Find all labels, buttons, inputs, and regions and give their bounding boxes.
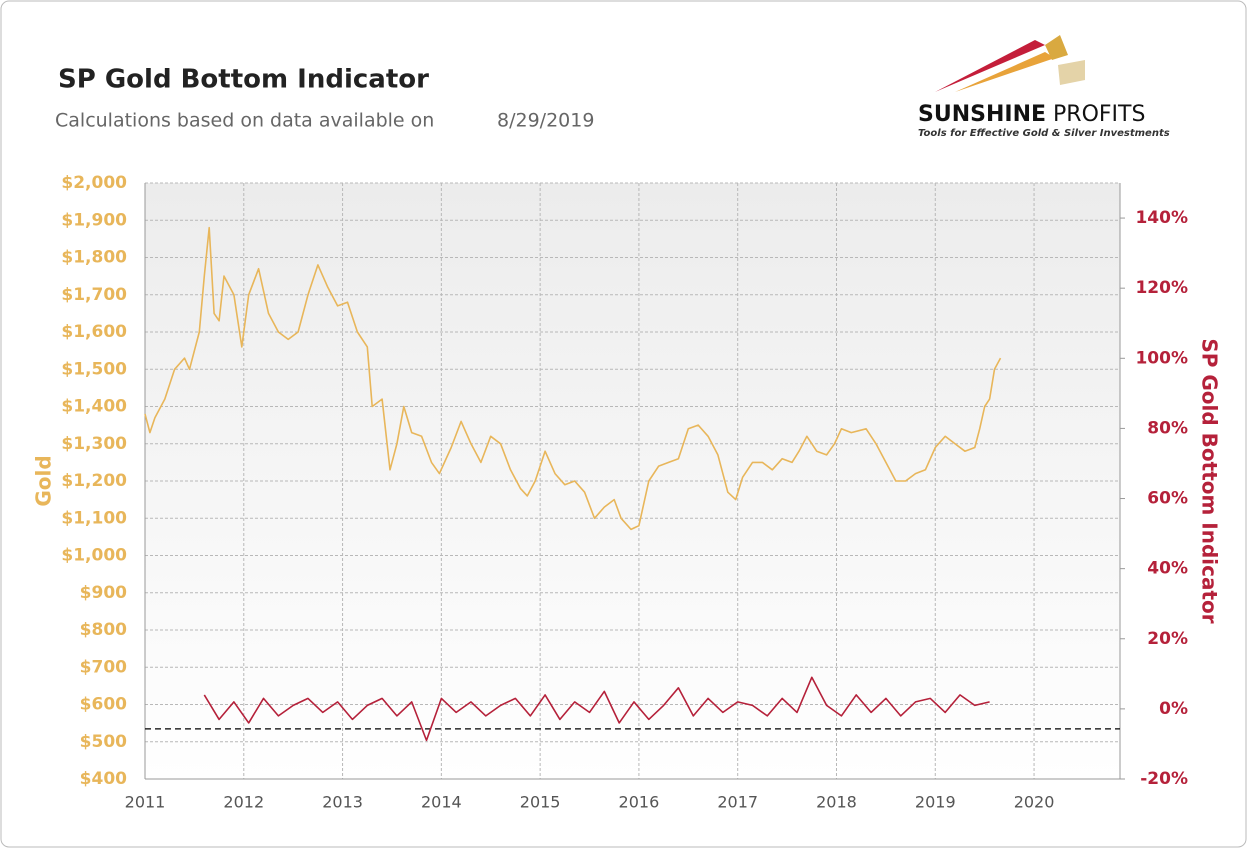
y2-tick-label: -20% [1140,769,1188,789]
y-tick-label: $1,300 [61,434,127,454]
y-axis-title: Gold [32,455,56,506]
logo-text: SUNSHINE PROFITS [918,102,1145,127]
date: 8/29/2019 [497,110,594,132]
y-tick-label: $700 [80,657,127,677]
logo: SUNSHINE PROFITS Tools for Effective Gol… [918,35,1170,139]
y2-tick-label: 120% [1135,278,1188,298]
y2-axis-title: SP Gold Bottom Indicator [1198,338,1222,623]
y-tick-label: $1,100 [61,508,127,528]
y-tick-label: $1,900 [61,210,127,230]
logo-light: PROFITS [1053,102,1145,127]
subtitle: Calculations based on data available on [55,110,434,132]
y-tick-label: $1,700 [61,285,127,305]
x-tick-label: 2013 [322,793,363,812]
y-tick-label: $1,800 [61,248,127,268]
y-tick-label: $1,500 [61,359,127,379]
y2-tick-label: 80% [1147,418,1188,438]
x-tick-label: 2019 [915,793,956,812]
y-tick-label: $1,400 [61,397,127,417]
x-tick-label: 2016 [619,793,660,812]
y2-tick-label: 20% [1147,629,1188,649]
y-tick-label: $1,200 [61,471,127,491]
x-tick-label: 2020 [1014,793,1055,812]
y-tick-label: $600 [80,695,127,715]
y2-tick-label: 100% [1135,348,1188,368]
x-tick-label: 2015 [520,793,561,812]
y-tick-label: $400 [80,769,127,789]
series-line [144,226,1002,531]
y-tick-label: $800 [80,620,127,640]
series-line [203,676,990,742]
y2-tick-label: 0% [1159,699,1188,719]
logo-bold: SUNSHINE [918,102,1046,127]
x-tick-label: 2018 [816,793,857,812]
y-tick-label: $900 [80,583,127,603]
x-tick-label: 2011 [125,793,166,812]
y2-tick-label: 40% [1147,559,1188,579]
y2-tick-label: 60% [1147,489,1188,509]
x-tick-label: 2012 [223,793,264,812]
logo-tagline: Tools for Effective Gold & Silver Invest… [918,128,1170,139]
x-tick-label: 2017 [717,793,758,812]
y-tick-label: $1,600 [61,322,127,342]
y2-tick-label: 140% [1135,208,1188,228]
chart-title: SP Gold Bottom Indicator [58,65,429,95]
x-tick-label: 2014 [421,793,462,812]
y-tick-label: $2,000 [61,173,127,193]
y-tick-label: $500 [80,732,127,752]
y-tick-label: $1,000 [61,546,127,566]
